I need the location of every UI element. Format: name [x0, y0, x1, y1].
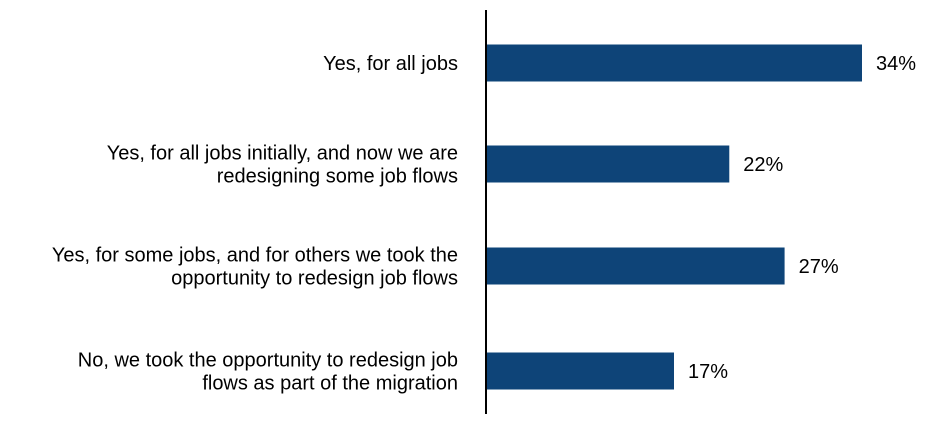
value-labels-layer: 34% 22% 27% 17%: [688, 53, 916, 383]
bar-0: [486, 44, 862, 82]
value-label-2: 27%: [799, 256, 839, 278]
category-label-2-line-0: Yes, for some jobs, and for others we to…: [52, 245, 458, 267]
value-label-1: 22%: [743, 154, 783, 176]
category-label-0-line-0: Yes, for all jobs: [323, 53, 458, 75]
value-label-3: 17%: [688, 361, 728, 383]
bar-3: [486, 352, 674, 390]
bars-layer: [486, 44, 862, 390]
value-label-0: 34%: [876, 53, 916, 75]
bar-2: [486, 247, 785, 285]
category-label-3-line-1: flows as part of the migration: [202, 373, 458, 395]
category-label-1-line-1: redesigning some job flows: [217, 166, 458, 188]
category-label-2-line-1: opportunity to redesign job flows: [171, 268, 458, 290]
category-labels-layer: Yes, for all jobs Yes, for all jobs initi…: [52, 53, 458, 395]
bar-1: [486, 145, 730, 183]
category-label-3-line-0: No, we took the opportunity to redesign …: [78, 350, 458, 372]
category-label-1-line-0: Yes, for all jobs initially, and now we …: [107, 143, 458, 165]
